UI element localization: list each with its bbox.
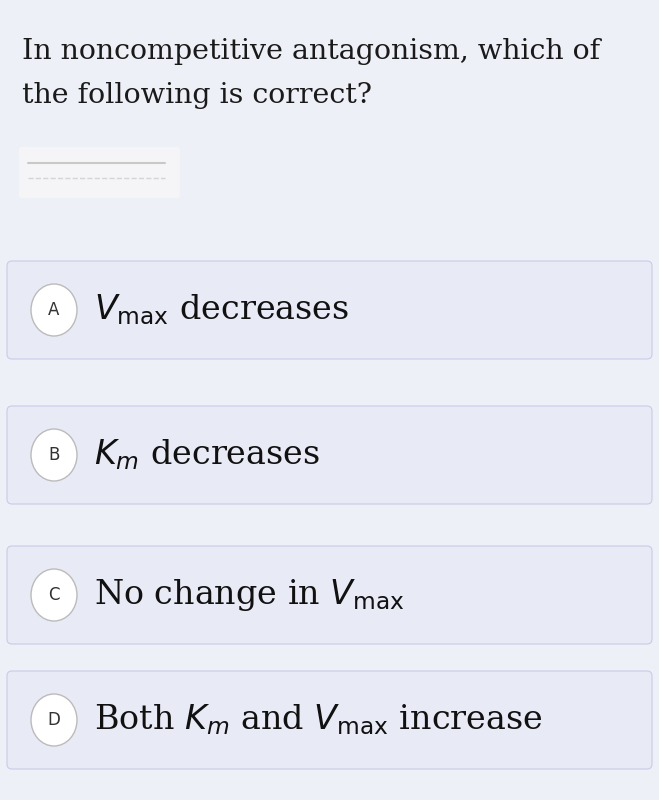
Text: $\mathit{K}_{m}$ decreases: $\mathit{K}_{m}$ decreases (94, 438, 320, 472)
Text: No change in $\mathit{V}_{\mathrm{max}}$: No change in $\mathit{V}_{\mathrm{max}}$ (94, 577, 405, 613)
Text: D: D (47, 711, 61, 729)
FancyBboxPatch shape (7, 261, 652, 359)
Ellipse shape (31, 569, 77, 621)
FancyBboxPatch shape (7, 671, 652, 769)
Ellipse shape (31, 429, 77, 481)
FancyBboxPatch shape (7, 546, 652, 644)
Text: Both $\mathit{K}_{m}$ and $\mathit{V}_{\mathrm{max}}$ increase: Both $\mathit{K}_{m}$ and $\mathit{V}_{\… (94, 702, 542, 738)
Text: C: C (48, 586, 60, 604)
Text: B: B (48, 446, 60, 464)
Ellipse shape (31, 284, 77, 336)
FancyBboxPatch shape (19, 147, 180, 198)
Text: In noncompetitive antagonism, which of: In noncompetitive antagonism, which of (22, 38, 600, 65)
FancyBboxPatch shape (7, 406, 652, 504)
Text: A: A (48, 301, 60, 319)
Text: the following is correct?: the following is correct? (22, 82, 372, 109)
Ellipse shape (31, 694, 77, 746)
Text: $\mathit{V}_{\mathrm{max}}$ decreases: $\mathit{V}_{\mathrm{max}}$ decreases (94, 293, 349, 327)
